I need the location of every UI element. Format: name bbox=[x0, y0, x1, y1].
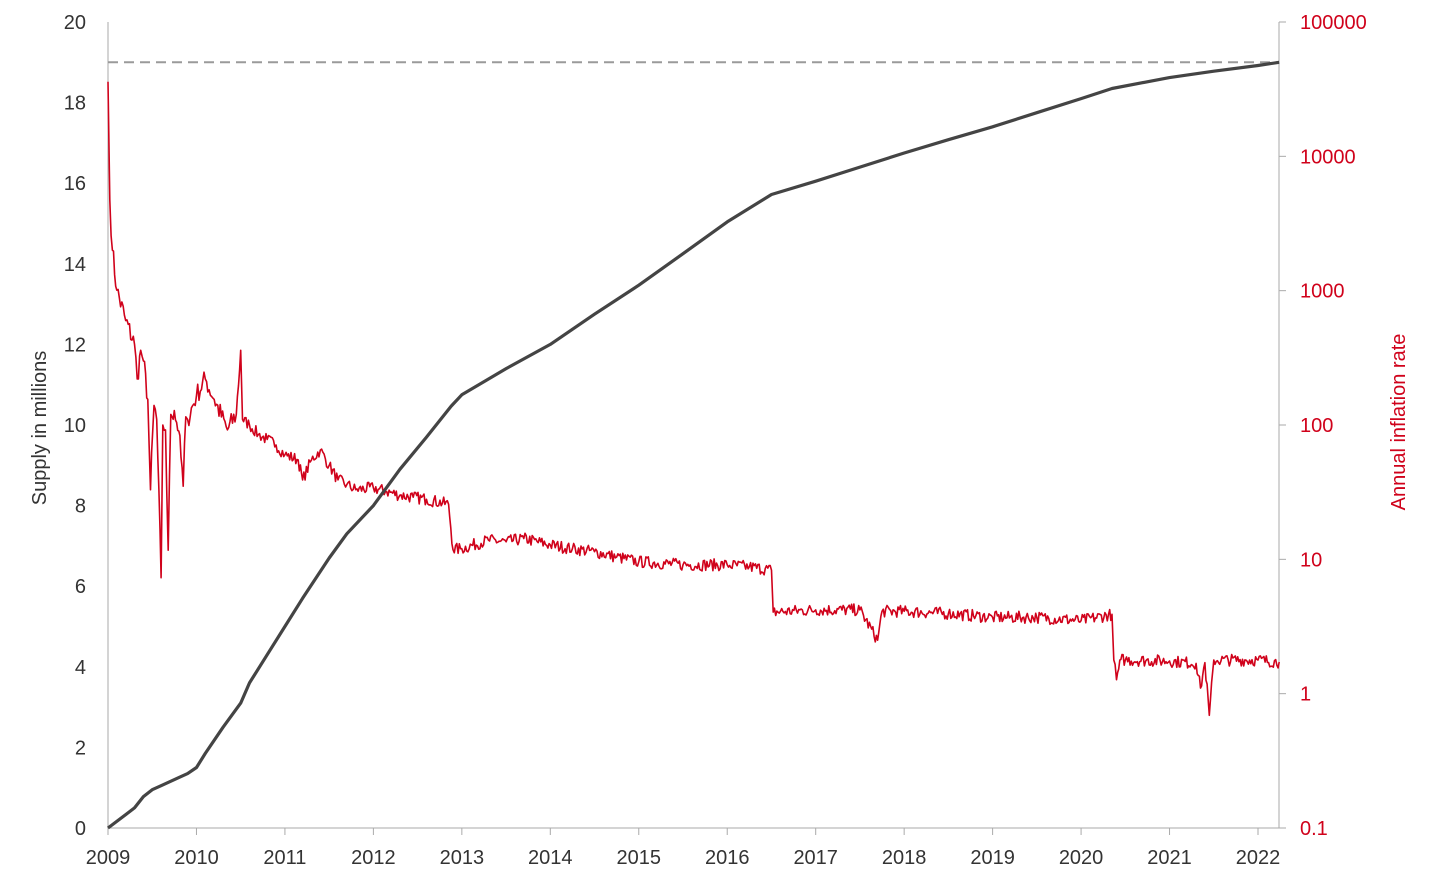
y-tick-label: 8 bbox=[75, 496, 86, 518]
y2-tick-label: 1 bbox=[1300, 684, 1311, 706]
y2-tick-label: 100 bbox=[1300, 415, 1333, 437]
y-tick-label: 0 bbox=[75, 818, 86, 840]
x-tick-label: 2022 bbox=[1236, 847, 1281, 869]
y2-tick-label: 1000 bbox=[1300, 281, 1345, 303]
y-tick-label: 10 bbox=[64, 415, 86, 437]
x-tick-label: 2014 bbox=[528, 847, 573, 869]
x-tick-label: 2013 bbox=[440, 847, 485, 869]
y-axis-label: Supply in millions bbox=[29, 351, 51, 506]
x-tick-label: 2010 bbox=[174, 847, 219, 869]
inflation-series-line bbox=[107, 81, 1280, 717]
y-tick-label: 20 bbox=[64, 12, 86, 34]
x-tick-label: 2012 bbox=[351, 847, 396, 869]
axes bbox=[107, 22, 1280, 829]
y-ticks: 0 2 4 6 8 10 12 14 16 18 20 bbox=[64, 12, 86, 840]
y2-tick-label: 100000 bbox=[1300, 12, 1367, 34]
y2-ticks: 0.1 1 10 100 1000 10000 100000 bbox=[1279, 12, 1367, 840]
x-tick-label: 2009 bbox=[86, 847, 131, 869]
y-tick-label: 4 bbox=[75, 657, 86, 679]
x-ticks: 2009 2010 2011 2012 2013 2014 2015 2016 2017 2018… bbox=[86, 828, 1281, 869]
y-tick-label: 2 bbox=[75, 737, 86, 759]
y-tick-label: 18 bbox=[64, 93, 86, 115]
y-tick-label: 12 bbox=[64, 334, 86, 356]
y2-axis-label: Annual inflation rate bbox=[1388, 334, 1410, 511]
y2-tick-label: 10000 bbox=[1300, 146, 1356, 168]
y-tick-label: 6 bbox=[75, 576, 86, 598]
x-tick-label: 2018 bbox=[882, 847, 927, 869]
x-tick-label: 2021 bbox=[1147, 847, 1192, 869]
x-tick-label: 2015 bbox=[617, 847, 662, 869]
x-tick-label: 2016 bbox=[705, 847, 750, 869]
x-tick-label: 2020 bbox=[1059, 847, 1104, 869]
x-tick-label: 2011 bbox=[263, 847, 306, 869]
supply-series-line bbox=[107, 60, 1280, 830]
y-tick-label: 16 bbox=[64, 173, 86, 195]
y2-tick-label: 10 bbox=[1300, 549, 1322, 571]
y2-tick-label: 0.1 bbox=[1300, 818, 1328, 840]
y-tick-label: 14 bbox=[64, 254, 86, 276]
x-tick-label: 2019 bbox=[970, 847, 1015, 869]
x-tick-label: 2017 bbox=[793, 847, 838, 869]
